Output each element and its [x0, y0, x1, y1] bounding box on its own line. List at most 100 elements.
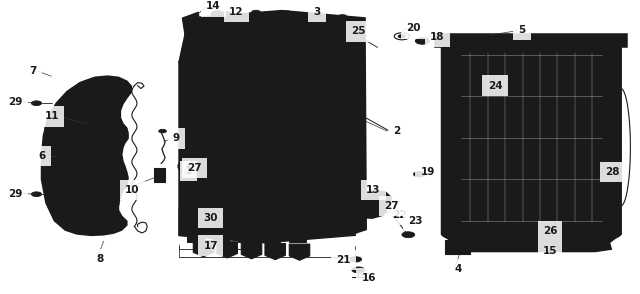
Polygon shape: [180, 184, 211, 215]
Circle shape: [472, 39, 481, 43]
Circle shape: [45, 125, 60, 132]
Circle shape: [45, 189, 60, 196]
Circle shape: [352, 267, 365, 273]
Text: 8: 8: [96, 254, 103, 264]
Bar: [88, 118, 113, 126]
Polygon shape: [355, 18, 366, 232]
Circle shape: [419, 39, 426, 43]
Text: 3: 3: [314, 7, 321, 17]
Circle shape: [312, 12, 321, 16]
Ellipse shape: [207, 122, 248, 146]
Ellipse shape: [249, 84, 282, 105]
Polygon shape: [179, 50, 357, 243]
Circle shape: [159, 129, 166, 133]
Text: 23: 23: [408, 216, 423, 225]
Circle shape: [553, 40, 557, 42]
Circle shape: [363, 197, 382, 206]
Circle shape: [193, 19, 202, 23]
Polygon shape: [179, 11, 365, 62]
Ellipse shape: [197, 78, 248, 111]
Circle shape: [532, 232, 541, 236]
Circle shape: [440, 39, 449, 43]
Ellipse shape: [301, 127, 324, 141]
Circle shape: [68, 83, 122, 107]
Text: 5: 5: [518, 25, 525, 35]
Text: 25: 25: [351, 26, 365, 36]
Circle shape: [45, 157, 60, 164]
Circle shape: [186, 161, 209, 172]
Text: 2: 2: [394, 126, 401, 136]
Circle shape: [350, 257, 362, 262]
Circle shape: [31, 192, 42, 197]
Ellipse shape: [291, 23, 314, 38]
Text: 12: 12: [229, 7, 244, 17]
Polygon shape: [217, 242, 237, 258]
Text: 22: 22: [392, 210, 407, 220]
Circle shape: [252, 10, 260, 14]
Circle shape: [88, 200, 101, 206]
Polygon shape: [357, 190, 392, 218]
Circle shape: [597, 39, 606, 43]
Circle shape: [402, 232, 415, 238]
Polygon shape: [435, 34, 627, 47]
Circle shape: [584, 40, 588, 42]
Bar: [212, 228, 229, 242]
Circle shape: [211, 11, 224, 17]
Circle shape: [550, 39, 559, 43]
Circle shape: [506, 40, 509, 42]
Polygon shape: [42, 76, 131, 235]
Ellipse shape: [224, 20, 260, 42]
Circle shape: [178, 158, 216, 175]
Polygon shape: [289, 244, 310, 260]
Bar: [154, 168, 165, 183]
Circle shape: [600, 40, 604, 42]
Circle shape: [79, 196, 111, 210]
Ellipse shape: [284, 19, 320, 42]
Ellipse shape: [216, 127, 239, 141]
Text: 16: 16: [362, 273, 376, 283]
Bar: [458, 50, 605, 225]
Text: 17: 17: [204, 240, 218, 250]
Circle shape: [191, 45, 200, 49]
Circle shape: [534, 39, 543, 43]
Circle shape: [179, 193, 211, 207]
Text: 18: 18: [430, 32, 445, 42]
Text: 29: 29: [8, 189, 22, 199]
Text: 28: 28: [605, 167, 620, 177]
Ellipse shape: [450, 243, 465, 251]
Circle shape: [597, 172, 609, 177]
Ellipse shape: [201, 24, 224, 39]
Ellipse shape: [257, 127, 280, 141]
Circle shape: [398, 34, 406, 38]
Circle shape: [522, 40, 525, 42]
Bar: [187, 226, 204, 242]
Polygon shape: [189, 56, 205, 85]
Circle shape: [443, 40, 447, 42]
Bar: [289, 235, 306, 242]
Text: 29: 29: [8, 97, 22, 107]
Polygon shape: [241, 243, 262, 259]
Circle shape: [481, 93, 492, 98]
Ellipse shape: [254, 20, 290, 42]
Circle shape: [223, 12, 232, 16]
Circle shape: [613, 39, 622, 43]
Circle shape: [415, 38, 429, 44]
Ellipse shape: [292, 122, 333, 146]
Polygon shape: [179, 209, 355, 243]
Polygon shape: [442, 47, 621, 251]
Text: 11: 11: [44, 111, 59, 121]
Text: 19: 19: [420, 167, 435, 177]
Ellipse shape: [301, 13, 322, 26]
Circle shape: [341, 41, 350, 45]
Ellipse shape: [336, 28, 355, 40]
Circle shape: [519, 39, 528, 43]
Text: 15: 15: [543, 246, 557, 256]
Ellipse shape: [230, 24, 253, 39]
Circle shape: [87, 91, 102, 98]
Text: 9: 9: [173, 133, 180, 143]
Circle shape: [459, 40, 463, 42]
Circle shape: [70, 192, 119, 214]
Text: 27: 27: [187, 163, 202, 173]
Bar: [445, 240, 470, 254]
Polygon shape: [193, 240, 214, 257]
